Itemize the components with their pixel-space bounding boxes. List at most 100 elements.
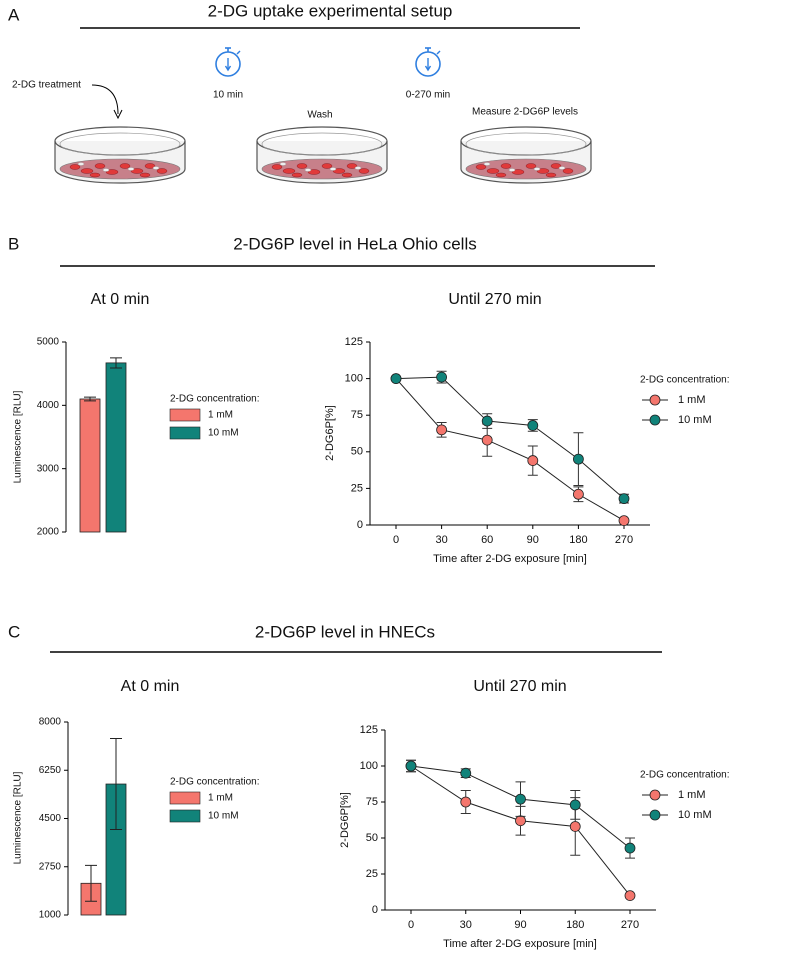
- x-tick-label: 180: [566, 919, 584, 931]
- data-point: [436, 371, 448, 383]
- dish: [256, 126, 388, 184]
- arrow: [91, 84, 119, 115]
- y-tick-label: 50: [366, 832, 378, 844]
- data-point: [573, 453, 584, 465]
- error-bar: [85, 864, 97, 902]
- data-point: [390, 373, 402, 385]
- data-point: [405, 760, 417, 772]
- legend-label: 10 mM: [678, 809, 712, 821]
- x-tick-label: 90: [527, 534, 539, 546]
- y-tick-label: 5000: [37, 337, 60, 348]
- y-tick-label: 100: [345, 373, 363, 385]
- x-tick-label: 0: [393, 534, 399, 546]
- step-label: Measure 2-DG6P levels: [472, 107, 578, 118]
- series-line: [395, 376, 625, 500]
- data-point: [436, 424, 448, 436]
- data-point: [527, 420, 539, 431]
- y-tick-label: 4500: [39, 813, 62, 824]
- chart-title: Until 270 min: [448, 291, 541, 308]
- step-label: 2-DG treatment: [12, 80, 81, 91]
- y-axis-label: 2-DG6P[%]: [339, 792, 351, 848]
- y-tick-label: 3000: [37, 463, 60, 474]
- dish: [460, 126, 592, 184]
- panel-label: A: [8, 5, 20, 24]
- y-tick-label: 75: [351, 409, 363, 421]
- error-bar: [110, 357, 122, 369]
- y-tick-label: 125: [360, 724, 378, 736]
- legend-label: 1 mM: [208, 793, 233, 804]
- step-label: 10 min: [213, 90, 243, 101]
- y-tick-label: 1000: [39, 910, 62, 921]
- legend-marker: [649, 394, 661, 406]
- legend-title: 2-DG concentration:: [170, 394, 260, 405]
- y-tick-label: 25: [366, 868, 378, 880]
- legend-title: 2-DG concentration:: [170, 777, 260, 788]
- x-axis-label: Time after 2-DG exposure [min]: [443, 938, 597, 950]
- x-tick-label: 270: [615, 534, 633, 546]
- legend-swatch: [169, 791, 201, 805]
- legend-label: 10 mM: [678, 414, 712, 426]
- data-point: [618, 515, 630, 527]
- legend-label: 10 mM: [208, 811, 239, 822]
- chart-title: At 0 min: [91, 291, 150, 308]
- y-axis-label: Luminescence [RLU]: [13, 771, 24, 864]
- x-tick-label: 0: [408, 919, 414, 931]
- legend-swatch: [169, 809, 201, 823]
- y-tick-label: 50: [351, 446, 363, 458]
- y-tick-label: 2750: [39, 861, 62, 872]
- legend-label: 10 mM: [208, 428, 239, 439]
- x-tick-label: 90: [514, 919, 526, 931]
- data-point: [624, 890, 636, 901]
- data-point: [481, 415, 493, 427]
- data-point: [515, 815, 526, 827]
- y-tick-label: 75: [366, 796, 378, 808]
- arrowhead: [113, 109, 123, 120]
- data-point: [573, 488, 584, 500]
- legend-swatch: [169, 408, 201, 422]
- y-tick-label: 8000: [39, 717, 62, 728]
- x-tick-label: 180: [569, 534, 587, 546]
- panel-title: 2-DG6P level in HNECs: [255, 622, 435, 641]
- data-point: [569, 821, 581, 832]
- x-tick-label: 30: [460, 919, 472, 931]
- legend-label: 1 mM: [678, 789, 706, 801]
- step-label: 0-270 min: [406, 90, 450, 101]
- data-point: [460, 767, 472, 779]
- x-tick-label: 30: [435, 534, 447, 546]
- legend-label: 1 mM: [208, 410, 233, 421]
- legend-swatch: [169, 426, 201, 440]
- legend-label: 1 mM: [678, 394, 706, 406]
- data-point: [624, 842, 636, 854]
- stopwatch-icon: [415, 47, 441, 77]
- x-tick-label: 60: [481, 534, 493, 546]
- bar: [79, 398, 101, 533]
- y-tick-label: 100: [360, 760, 378, 772]
- data-point: [569, 799, 581, 811]
- error-bar: [84, 396, 96, 402]
- panel-label: C: [8, 622, 20, 641]
- bar: [105, 362, 127, 533]
- panel-title: 2-DG6P level in HeLa Ohio cells: [233, 234, 476, 253]
- data-point: [460, 796, 472, 808]
- data-point: [515, 793, 526, 805]
- y-tick-label: 4000: [37, 400, 60, 411]
- x-tick-label: 270: [621, 919, 639, 931]
- y-tick-label: 0: [372, 904, 378, 916]
- panel-label: B: [8, 234, 19, 253]
- step-label: Wash: [307, 110, 332, 121]
- y-tick-label: 125: [345, 336, 363, 348]
- x-axis-label: Time after 2-DG exposure [min]: [433, 553, 587, 565]
- data-point: [618, 493, 630, 505]
- data-point: [527, 455, 539, 466]
- y-tick-label: 2000: [37, 527, 60, 538]
- y-tick-label: 6250: [39, 765, 62, 776]
- y-tick-label: 0: [357, 519, 363, 531]
- data-point: [481, 434, 493, 446]
- stopwatch-icon: [215, 47, 241, 77]
- legend-title: 2-DG concentration:: [640, 375, 730, 386]
- y-tick-label: 25: [351, 482, 363, 494]
- legend-marker: [649, 809, 661, 821]
- panel-title: 2-DG uptake experimental setup: [208, 1, 453, 20]
- chart-title: Until 270 min: [473, 678, 566, 695]
